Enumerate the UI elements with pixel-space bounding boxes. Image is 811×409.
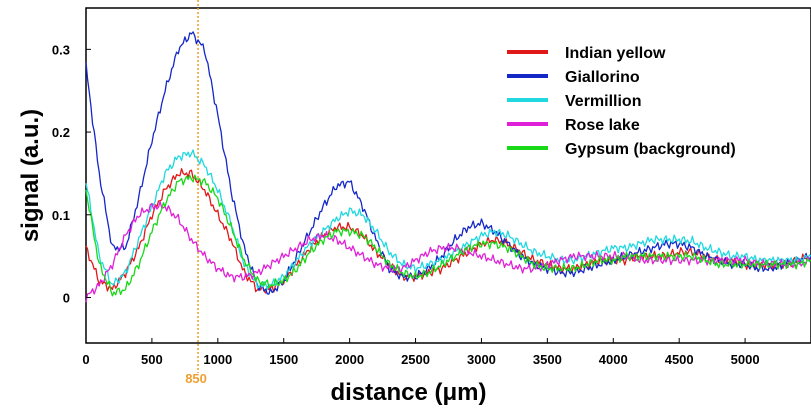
series-line-vermillion bbox=[85, 149, 811, 291]
series-group bbox=[85, 31, 811, 303]
y-tick-label: 0.1 bbox=[52, 208, 70, 223]
legend-label: Vermillion bbox=[565, 93, 641, 110]
legend: Indian yellow Giallorino Vermillion Rose la… bbox=[507, 45, 736, 158]
legend-label: Giallorino bbox=[565, 69, 640, 86]
x-axis-ticks: 0 500 1000 1500 2000 2500 3000 3500 4000 4500 5000 bbox=[82, 338, 760, 367]
x-tick-label: 5000 bbox=[731, 352, 760, 367]
plot-frame bbox=[85, 7, 811, 344]
x-tick-label: 3500 bbox=[533, 352, 562, 367]
x-tick-label: 4000 bbox=[599, 352, 628, 367]
x-tick-label: 2000 bbox=[335, 352, 364, 367]
y-tick-label: 0 bbox=[63, 291, 70, 306]
legend-label: Rose lake bbox=[565, 117, 640, 134]
reference-line-label: 850 bbox=[185, 371, 207, 386]
x-axis-title: distance (μm) bbox=[330, 379, 486, 406]
x-tick-label: 0 bbox=[82, 352, 89, 367]
x-tick-label: 500 bbox=[141, 352, 163, 367]
x-tick-label: 2500 bbox=[401, 352, 430, 367]
plot-area bbox=[85, 0, 811, 373]
y-axis-title: signal (a.u.) bbox=[17, 109, 44, 242]
y-tick-label: 0.2 bbox=[52, 125, 70, 140]
x-tick-label: 1500 bbox=[269, 352, 298, 367]
y-axis-ticks: 0 0.1 0.2 0.3 bbox=[52, 42, 91, 306]
x-tick-label: 4500 bbox=[665, 352, 694, 367]
series-line-rose-lake bbox=[85, 200, 811, 303]
series-line-gypsum-background bbox=[85, 174, 811, 297]
y-tick-label: 0.3 bbox=[52, 42, 70, 57]
x-tick-label: 1000 bbox=[203, 352, 232, 367]
x-tick-label: 3000 bbox=[467, 352, 496, 367]
legend-label: Indian yellow bbox=[565, 45, 666, 62]
series-line-indian-yellow bbox=[85, 168, 811, 294]
series-line-giallorino bbox=[85, 31, 811, 295]
legend-label: Gypsum (background) bbox=[565, 141, 736, 158]
